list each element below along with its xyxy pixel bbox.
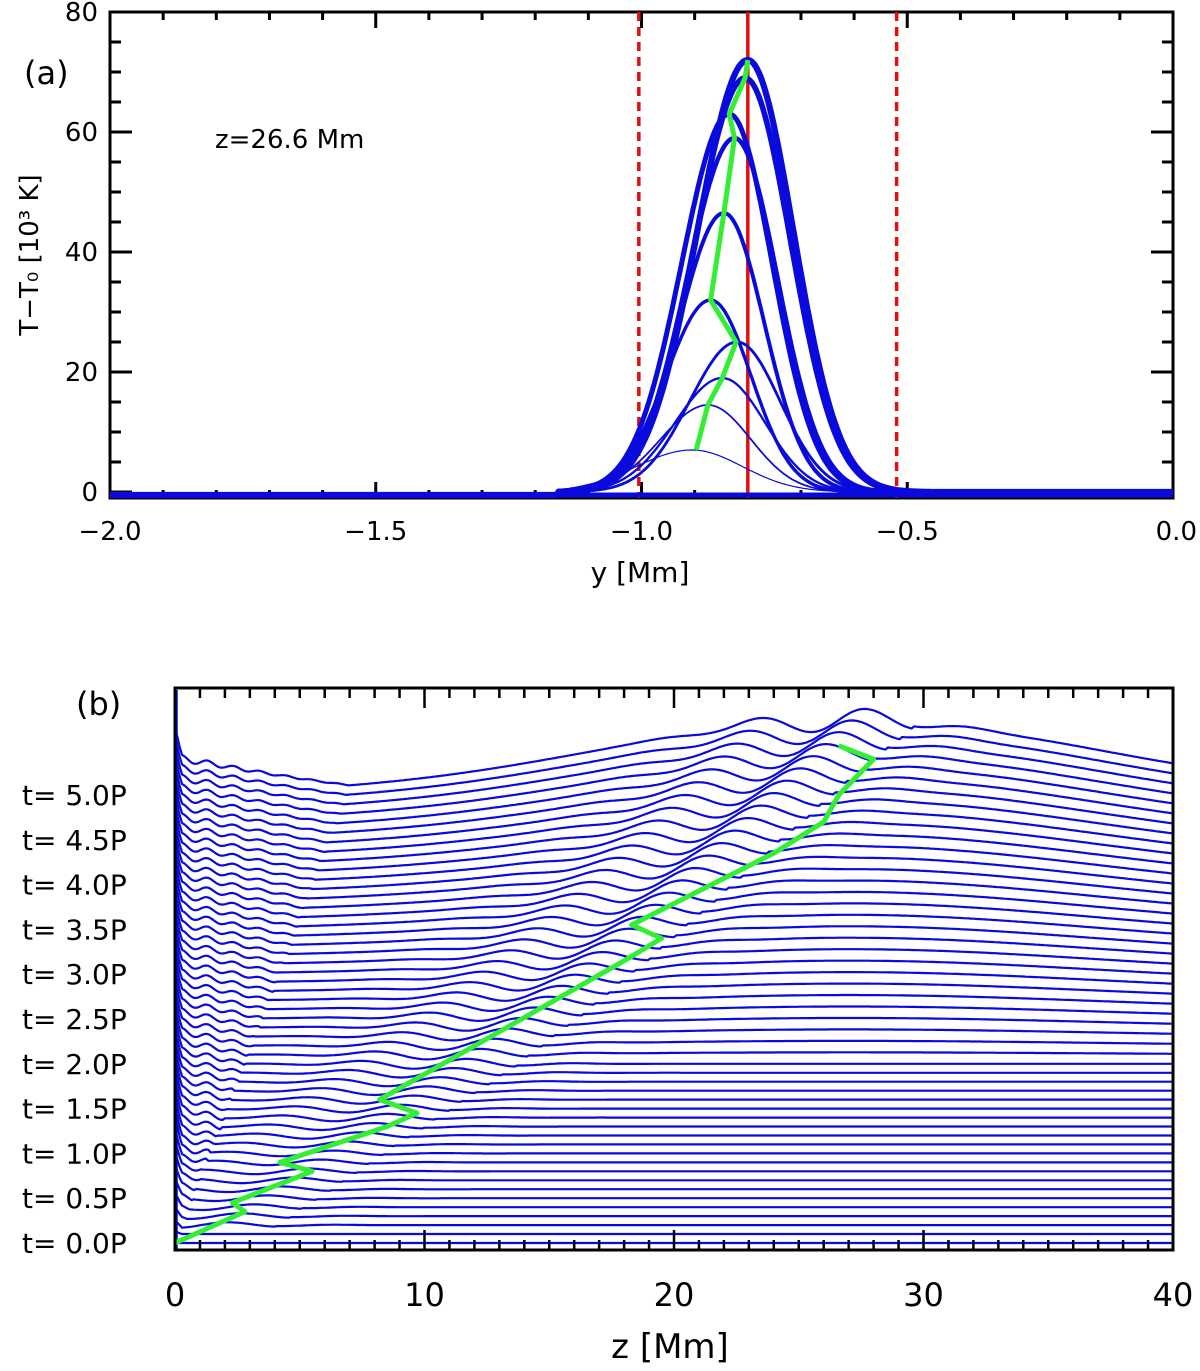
panel-a-peak-track xyxy=(693,59,751,451)
time-label: t= 2.5P xyxy=(22,1003,127,1036)
panel-a-curves xyxy=(109,56,1174,499)
panel-a-label: (a) xyxy=(24,54,69,92)
time-slice-curve xyxy=(173,834,1174,891)
time-label: t= 1.0P xyxy=(22,1137,127,1170)
time-slice-curve xyxy=(173,970,1173,1022)
panel-b-xlabel: z [Mm] xyxy=(611,1327,729,1367)
time-slice-curve xyxy=(173,1164,1173,1194)
x-tick-label: 40 xyxy=(1153,1276,1194,1314)
y-tick-label: 40 xyxy=(65,238,98,268)
panel-b-front-track xyxy=(173,743,877,1246)
time-slice-curve xyxy=(174,1206,1173,1220)
panel-a: −2.0 −1.5 −1.0 −0.5 0.0 0 20 40 60 80 (a) z=26.6 … xyxy=(15,0,1197,589)
time-slice-curve xyxy=(173,743,1174,815)
time-slice-curve xyxy=(173,1128,1173,1167)
temperature-profile-curve xyxy=(110,211,1173,497)
time-slice-curve xyxy=(173,1028,1173,1079)
x-tick-label: −1.5 xyxy=(344,517,407,547)
panel-b-ticks xyxy=(173,688,1175,1250)
x-tick-label: 0 xyxy=(165,1276,185,1314)
panel-a-ylabel: T−T₀ [10³ K] xyxy=(15,174,45,336)
x-tick-label: 30 xyxy=(903,1276,944,1314)
time-slice-curve xyxy=(173,843,1174,900)
time-label: t= 4.0P xyxy=(22,869,127,902)
time-slice-curve xyxy=(173,814,1174,872)
time-slice-curve xyxy=(173,1152,1173,1185)
time-slice-curve xyxy=(173,902,1174,956)
time-label: t= 4.5P xyxy=(22,824,127,857)
x-tick-label: 20 xyxy=(654,1276,695,1314)
time-slice-curve xyxy=(173,941,1174,993)
time-slice-curve xyxy=(173,863,1174,919)
x-tick-label: −0.5 xyxy=(876,517,939,547)
time-slice-curve xyxy=(173,1116,1173,1158)
time-slice-curve xyxy=(173,853,1174,910)
time-label: t= 2.0P xyxy=(22,1048,127,1081)
time-label: t= 3.0P xyxy=(22,958,127,991)
y-tick-label: 60 xyxy=(65,118,98,148)
time-slice-curve xyxy=(173,921,1174,974)
time-slice-curve xyxy=(173,989,1174,1042)
time-slice-curve xyxy=(173,980,1173,1032)
panel-a-tick-labels: −2.0 −1.5 −1.0 −0.5 0.0 0 20 40 60 80 xyxy=(65,0,1197,547)
time-slice-curve xyxy=(173,719,1174,796)
x-tick-label: −2.0 xyxy=(78,517,141,547)
time-label: t= 0.0P xyxy=(22,1227,127,1260)
panel-b-time-labels: t= 0.0P t= 0.5P t= 1.0P t= 1.5P t= 2.0P t= 2.… xyxy=(22,779,127,1260)
time-slice-curve xyxy=(173,1140,1173,1176)
y-tick-label: 0 xyxy=(81,478,98,508)
time-slice-curve xyxy=(174,1192,1173,1212)
time-slice-curve xyxy=(173,1077,1173,1123)
time-slice-curve xyxy=(173,960,1174,1012)
time-slice-curve xyxy=(173,1178,1173,1203)
time-slice-curve xyxy=(173,1038,1173,1088)
time-label: t= 3.5P xyxy=(22,913,127,946)
time-slice-curve xyxy=(173,1067,1173,1114)
time-slice-curve xyxy=(174,1219,1173,1229)
time-slice-curve xyxy=(173,1009,1173,1061)
time-slice-curve xyxy=(173,792,1174,854)
x-tick-label: 10 xyxy=(404,1276,445,1314)
time-label: t= 5.0P xyxy=(22,779,127,812)
time-slice-curve xyxy=(173,882,1174,937)
x-tick-label: 0.0 xyxy=(1156,517,1197,547)
y-tick-label: 20 xyxy=(65,358,98,388)
panel-b-label: (b) xyxy=(76,685,121,723)
time-slice-curve xyxy=(173,731,1174,806)
panel-b: 0 10 20 30 40 t= 0.0Pt= 0.5Pt= 1.0Pt= 1.5Pt=… xyxy=(22,685,1193,1367)
panel-b-tick-labels: 0 10 20 30 40 xyxy=(165,1276,1194,1314)
time-slice-curve xyxy=(173,1019,1173,1070)
x-tick-label: −1.0 xyxy=(610,517,673,547)
panel-a-annotation: z=26.6 Mm xyxy=(215,125,364,155)
y-tick-label: 80 xyxy=(65,0,98,28)
panel-a-xlabel: y [Mm] xyxy=(591,556,690,589)
time-slice-curve xyxy=(173,755,1174,825)
time-slice-curve xyxy=(173,779,1174,844)
time-slice-curve xyxy=(173,912,1174,965)
time-slice-curve xyxy=(173,873,1174,928)
time-slice-curve xyxy=(173,1048,1173,1097)
time-slice-curve xyxy=(173,1057,1173,1105)
front-track-line xyxy=(173,743,877,1246)
time-slice-curve xyxy=(173,999,1174,1051)
time-slice-curve xyxy=(173,824,1174,881)
time-slice-curve xyxy=(173,931,1174,984)
time-slice-curve xyxy=(173,1086,1173,1132)
time-slice-curve xyxy=(173,1096,1173,1140)
time-label: t= 0.5P xyxy=(22,1182,127,1215)
peak-track-line xyxy=(693,59,751,451)
time-slice-curve xyxy=(173,950,1174,1002)
time-slice-curve xyxy=(173,892,1174,946)
time-slice-curve xyxy=(173,767,1174,834)
time-slice-curve xyxy=(173,804,1174,863)
time-slice-curve xyxy=(173,707,1174,787)
panel-b-curves xyxy=(173,690,1174,1250)
time-label: t= 1.5P xyxy=(22,1093,127,1126)
